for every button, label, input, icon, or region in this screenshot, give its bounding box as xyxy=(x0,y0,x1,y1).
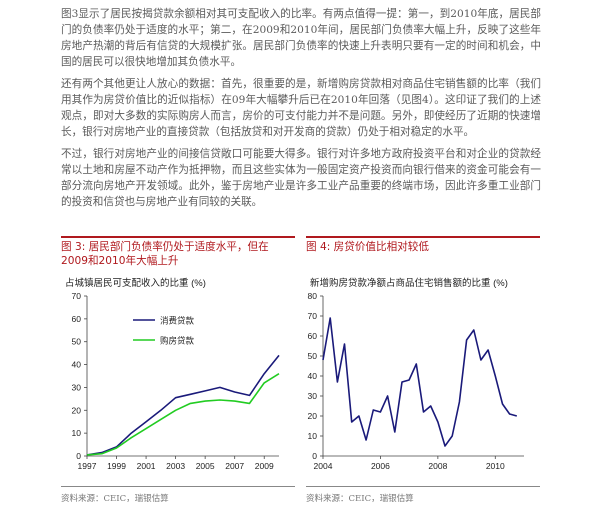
y-tick-label: 40 xyxy=(72,360,82,370)
y-tick-label: 20 xyxy=(308,411,318,421)
x-tick-label: 2007 xyxy=(225,461,244,471)
x-tick-label: 2009 xyxy=(255,461,274,471)
fig3-top-rule xyxy=(61,236,295,238)
x-tick-label: 2003 xyxy=(166,461,185,471)
figure-4-title: 图 4: 房贷价值比相对较低 xyxy=(306,241,429,253)
legend-label-0: 消费贷款 xyxy=(160,316,195,326)
chart-title: 新增购房贷款净额占商品住宅销售额的比重 (%) xyxy=(310,277,508,289)
figure-3-title: 图 3: 居民部门负债率仍处于适度水平，但在2009和2010年大幅上升 xyxy=(61,241,269,267)
x-tick-label: 2004 xyxy=(314,461,333,471)
x-tick-label: 2008 xyxy=(428,461,447,471)
fig4-top-rule xyxy=(306,236,540,238)
paragraph-1: 图3显示了居民按揭贷款余额相对其可支配收入的比率。有两点值得一提：第一，到201… xyxy=(61,8,541,68)
figure-3-source: 资料来源：CEIC，瑞银估算 xyxy=(61,494,169,504)
fig3-bottom-rule xyxy=(61,486,295,487)
y-tick-label: 80 xyxy=(308,291,318,301)
x-tick-label: 1999 xyxy=(107,461,126,471)
y-tick-label: 60 xyxy=(308,331,318,341)
chart-title: 占城镇居民可支配收入的比重 (%) xyxy=(65,277,206,289)
x-tick-label: 2010 xyxy=(486,461,505,471)
y-tick-label: 30 xyxy=(72,382,82,392)
y-tick-label: 30 xyxy=(308,391,318,401)
x-tick-label: 2001 xyxy=(137,461,156,471)
legend-label-1: 购房贷款 xyxy=(160,336,195,346)
figure-4-source: 资料来源：CEIC，瑞银估算 xyxy=(306,494,414,504)
y-tick-label: 50 xyxy=(72,337,82,347)
y-tick-label: 10 xyxy=(308,431,318,441)
y-tick-label: 50 xyxy=(308,351,318,361)
y-tick-label: 10 xyxy=(72,428,82,438)
fig4-bottom-rule xyxy=(306,486,540,487)
figure-4-chart: 新增购房贷款净额占商品住宅销售额的比重 (%) 0 10 20 30 40 50 60 70 80… xyxy=(308,277,524,471)
paragraph-2: 还有两个其他更让人放心的数据：首先，很重要的是，新增购房贷款相对商品住宅销售额的… xyxy=(61,78,541,138)
y-tick-label: 70 xyxy=(308,311,318,321)
series-line-0 xyxy=(322,317,518,447)
y-tick-label: 70 xyxy=(72,291,82,301)
x-tick-label: 2006 xyxy=(371,461,390,471)
figure-3-chart: 占城镇居民可支配收入的比重 (%) 0 10 20 30 40 50 60 70 1997 1999… xyxy=(65,277,280,471)
x-tick-label: 1997 xyxy=(78,461,97,471)
y-tick-label: 40 xyxy=(308,371,318,381)
y-tick-label: 0 xyxy=(312,451,317,461)
series-line-0 xyxy=(86,354,280,456)
y-tick-label: 20 xyxy=(72,405,82,415)
series-line-1 xyxy=(86,373,280,456)
y-tick-label: 0 xyxy=(76,451,81,461)
y-tick-label: 60 xyxy=(72,314,82,324)
x-tick-label: 2005 xyxy=(196,461,215,471)
paragraph-3: 不过，银行对房地产业的间接信贷敞口可能要大得多。银行对许多地方政府投资平台和对企… xyxy=(61,148,541,208)
